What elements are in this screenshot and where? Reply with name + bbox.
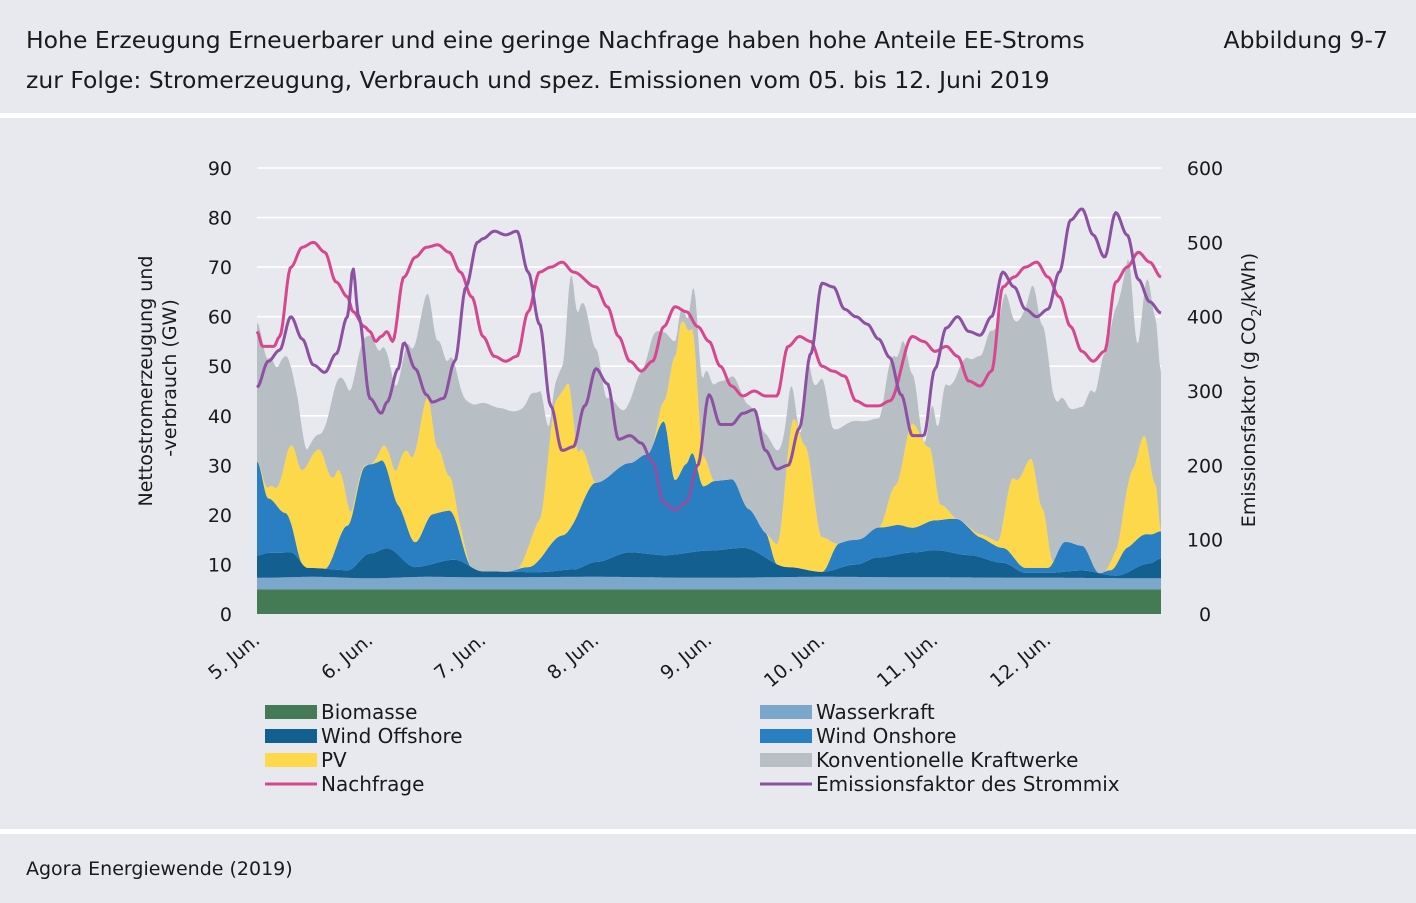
legend-swatch <box>760 729 812 743</box>
y-left-tick-label: 70 <box>208 257 232 279</box>
figure-number: Abbildung 9-7 <box>1223 26 1388 54</box>
y-right-tick-label: 100 <box>1187 530 1223 552</box>
legend-item-wind-offshore: Wind Offshore <box>265 724 463 748</box>
title-line-1: Hohe Erzeugung Erneuerbarer und eine ger… <box>26 26 1085 54</box>
legend-item-emissionsfaktor-des-strommix: Emissionsfaktor des Strommix <box>760 772 1120 796</box>
legend-item-pv: PV <box>265 748 347 772</box>
bottom-divider <box>0 829 1416 834</box>
y-left-tick-label: 0 <box>220 604 232 626</box>
line-nachfrage <box>255 240 1162 408</box>
y-right-tick-label: 600 <box>1187 158 1223 180</box>
x-tick-label: 12. Jun. <box>986 629 1055 692</box>
area-pv <box>257 321 1161 574</box>
y-left-tick-label: 50 <box>208 356 232 378</box>
legend-swatch <box>265 729 317 743</box>
chart-title: Hohe Erzeugung Erneuerbarer und eine ger… <box>26 20 1186 100</box>
title-line-2: zur Folge: Stromerzeugung, Verbrauch und… <box>26 66 1050 94</box>
y-left-tick-label: 90 <box>208 158 232 180</box>
header: Hohe Erzeugung Erneuerbarer und eine ger… <box>0 0 1416 112</box>
legend-swatch <box>760 753 812 767</box>
legend-swatch <box>760 705 812 719</box>
y-left-tick-label: 40 <box>208 406 232 428</box>
y-right-tick-label: 400 <box>1187 307 1223 329</box>
legend-label: Emissionsfaktor des Strommix <box>816 772 1120 796</box>
legend-item-nachfrage: Nachfrage <box>265 772 424 796</box>
legend: Biomasse Wasserkraft Wind Offshore Wind Ons… <box>265 700 1120 796</box>
x-tick-label: 6. Jun. <box>317 629 377 684</box>
legend-label: PV <box>321 748 347 772</box>
legend-swatch <box>265 705 317 719</box>
x-axis-ticks: 5. Jun. 6. Jun. 7. Jun. 8. Jun. 9. Jun. 10. J… <box>204 629 1055 692</box>
y-axis-right-label: Emissionsfaktor (g CO2/kWh) <box>1238 253 1265 527</box>
legend-item-konventionelle-kraftwerke: Konventionelle Kraftwerke <box>760 748 1078 772</box>
legend-item-wasserkraft: Wasserkraft <box>760 700 935 724</box>
legend-label: Konventionelle Kraftwerke <box>816 748 1078 772</box>
x-tick-label: 11. Jun. <box>873 629 942 692</box>
legend-item-biomasse: Biomasse <box>265 700 417 724</box>
source-note: Agora Energiewende (2019) <box>26 858 293 880</box>
legend-label: Wasserkraft <box>816 700 935 724</box>
y-right-tick-label: 200 <box>1187 455 1223 477</box>
x-tick-label: 8. Jun. <box>543 629 603 684</box>
y-axis-left-label: Nettostromerzeugung und -verbrauch (GW) <box>135 250 181 507</box>
stacked-areas <box>257 258 1161 614</box>
y-left-tick-label: 30 <box>208 455 232 477</box>
y-right-tick-label: 500 <box>1187 232 1223 254</box>
legend-label: Nachfrage <box>321 772 424 796</box>
x-tick-label: 7. Jun. <box>430 629 490 684</box>
line-emissionsfaktor-des-strommix <box>256 207 1162 512</box>
legend-label: Biomasse <box>321 700 417 724</box>
x-tick-label: 10. Jun. <box>760 629 829 692</box>
area-biomasse <box>257 589 1161 614</box>
line-series <box>255 207 1162 512</box>
area-wind-onshore <box>257 421 1161 576</box>
x-tick-label: 5. Jun. <box>204 629 264 684</box>
y-right-tick-label: 0 <box>1199 604 1211 626</box>
area-konventionelle-kraftwerke <box>257 258 1161 574</box>
y-left-tick-label: 80 <box>208 208 232 230</box>
y-left-tick-label: 20 <box>208 505 232 527</box>
y-axis-left-ticks: 0 10 20 30 40 50 60 70 80 90 <box>208 158 232 626</box>
y-axis-right-ticks: 0 100 200 300 400 500 600 <box>1187 158 1223 626</box>
y-right-tick-label: 300 <box>1187 381 1223 403</box>
legend-label: Wind Offshore <box>321 724 463 748</box>
legend-label: Wind Onshore <box>816 724 956 748</box>
area-wasserkraft <box>257 576 1161 590</box>
y-left-tick-label: 60 <box>208 307 232 329</box>
area-wind-offshore <box>257 547 1161 579</box>
legend-swatch <box>265 753 317 767</box>
x-tick-label: 9. Jun. <box>656 629 716 684</box>
top-divider <box>0 113 1416 118</box>
y-left-tick-label: 10 <box>208 554 232 576</box>
legend-item-wind-onshore: Wind Onshore <box>760 724 956 748</box>
